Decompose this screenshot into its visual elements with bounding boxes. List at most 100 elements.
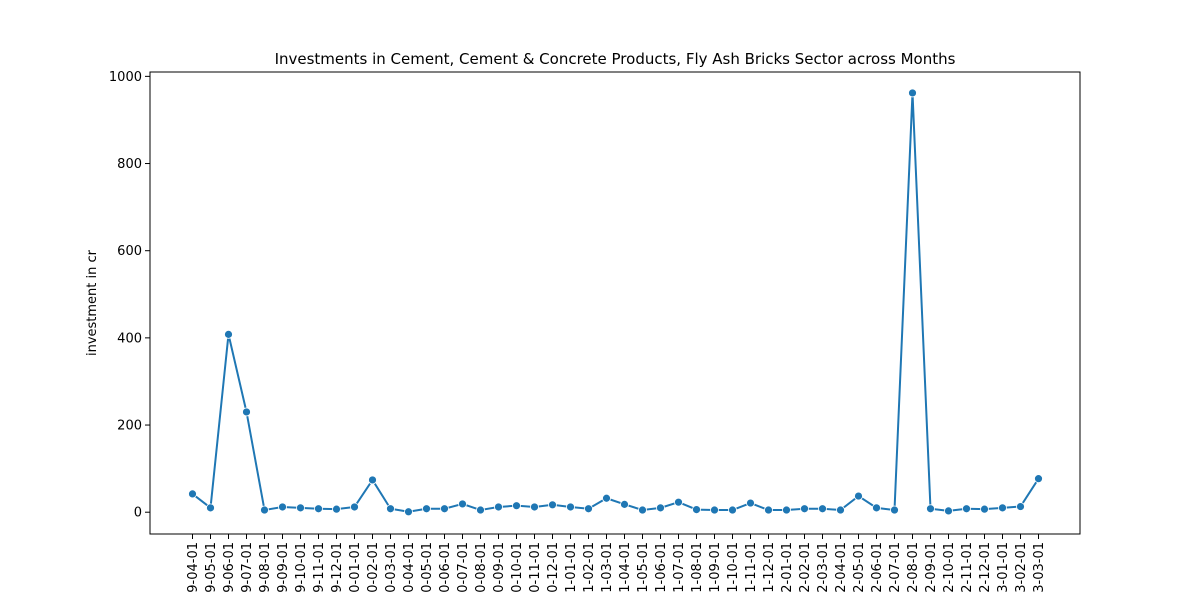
data-point (224, 329, 233, 339)
x-tick-label: 1-09-01 (708, 542, 723, 593)
data-point (458, 499, 467, 509)
y-tick-label: 600 (117, 244, 142, 259)
data-point (872, 503, 881, 513)
data-point (854, 491, 863, 501)
x-tick-label: 2-07-01 (888, 542, 903, 593)
x-tick-label: 0-03-01 (384, 542, 399, 593)
data-point (278, 502, 287, 512)
x-tick-label: 1-10-01 (726, 542, 741, 593)
x-tick-label: 2-01-01 (780, 542, 795, 593)
data-point (188, 489, 197, 499)
x-tick-label: 3-01-01 (996, 542, 1011, 593)
x-tick-label: 9-06-01 (222, 542, 237, 593)
y-axis-label: investment in cr (85, 249, 100, 356)
x-tick-label: 2-12-01 (978, 542, 993, 593)
data-point (908, 88, 917, 98)
data-point (638, 505, 647, 515)
data-point (386, 504, 395, 514)
y-tick-label: 400 (117, 331, 142, 346)
x-tick-label: 0-05-01 (420, 542, 435, 593)
data-point (998, 503, 1007, 513)
x-tick-label: 0-11-01 (528, 542, 543, 593)
data-point (566, 502, 575, 512)
data-point (656, 503, 665, 513)
x-tick-label: 1-11-01 (744, 542, 759, 593)
data-point (620, 499, 629, 509)
x-tick-label: 0-12-01 (546, 542, 561, 593)
x-tick-label: 9-09-01 (276, 542, 291, 593)
data-point (764, 505, 773, 515)
data-point (962, 504, 971, 514)
data-point (818, 504, 827, 514)
x-tick-label: 2-02-01 (798, 542, 813, 593)
x-tick-label: 2-08-01 (906, 542, 921, 593)
y-tick-label: 1000 (109, 70, 142, 85)
data-point (206, 503, 215, 513)
data-point (728, 505, 737, 515)
x-tick-label: 0-06-01 (438, 542, 453, 593)
x-tick-label: 0-08-01 (474, 542, 489, 593)
y-tick-label: 0 (134, 506, 142, 521)
data-point (314, 504, 323, 514)
data-point (494, 502, 503, 512)
x-tick-label: 2-09-01 (924, 542, 939, 593)
x-tick-label: 2-11-01 (960, 542, 975, 593)
x-tick-label: 1-02-01 (582, 542, 597, 593)
x-tick-label: 9-05-01 (204, 542, 219, 593)
x-tick-label: 1-08-01 (690, 542, 705, 593)
data-point (368, 475, 377, 485)
x-tick-label: 1-04-01 (618, 542, 633, 593)
x-tick-label: 1-12-01 (762, 542, 777, 593)
x-tick-label: 9-07-01 (240, 542, 255, 593)
data-point (260, 505, 269, 515)
x-tick-label: 1-06-01 (654, 542, 669, 593)
x-tick-label: 9-11-01 (312, 542, 327, 593)
x-tick-label: 2-06-01 (870, 542, 885, 593)
x-tick-label: 9-08-01 (258, 542, 273, 593)
x-tick-label: 2-05-01 (852, 542, 867, 593)
data-point (512, 501, 521, 511)
x-tick-label: 2-04-01 (834, 542, 849, 593)
x-tick-label: 1-07-01 (672, 542, 687, 593)
x-tick-label: 0-02-01 (366, 542, 381, 593)
data-point (440, 504, 449, 514)
data-point (584, 504, 593, 514)
x-tick-label: 9-12-01 (330, 542, 345, 593)
x-tick-label: 2-03-01 (816, 542, 831, 593)
x-tick-label: 9-04-01 (186, 542, 201, 593)
data-point (674, 497, 683, 507)
data-point (944, 506, 953, 516)
data-point (746, 498, 755, 508)
data-point (782, 505, 791, 515)
chart-title: Investments in Cement, Cement & Concrete… (275, 50, 956, 68)
x-tick-label: 2-10-01 (942, 542, 957, 593)
x-tick-label: 3-03-01 (1032, 542, 1047, 593)
data-point (1016, 502, 1025, 511)
data-point (800, 504, 809, 514)
data-point (692, 505, 701, 514)
data-point (242, 407, 251, 417)
plot-frame (149, 71, 1081, 535)
data-point (350, 502, 359, 512)
x-tick-label: 1-05-01 (636, 542, 651, 593)
data-point (890, 505, 899, 515)
data-point (404, 507, 413, 517)
data-point (1034, 474, 1043, 484)
data-point (836, 505, 845, 515)
data-point (530, 502, 539, 512)
x-tick-label: 0-09-01 (492, 542, 507, 593)
data-point (422, 504, 431, 514)
data-point (710, 505, 719, 515)
x-tick-label: 0-10-01 (510, 542, 525, 593)
y-tick-label: 800 (117, 157, 142, 172)
y-tick-label: 200 (117, 419, 142, 434)
series-line (191, 92, 1040, 513)
x-tick-label: 0-04-01 (402, 542, 417, 593)
data-point (332, 504, 341, 514)
data-point (296, 503, 305, 513)
x-tick-label: 9-10-01 (294, 542, 309, 593)
x-tick-label: 0-07-01 (456, 542, 471, 593)
data-point (602, 493, 611, 503)
